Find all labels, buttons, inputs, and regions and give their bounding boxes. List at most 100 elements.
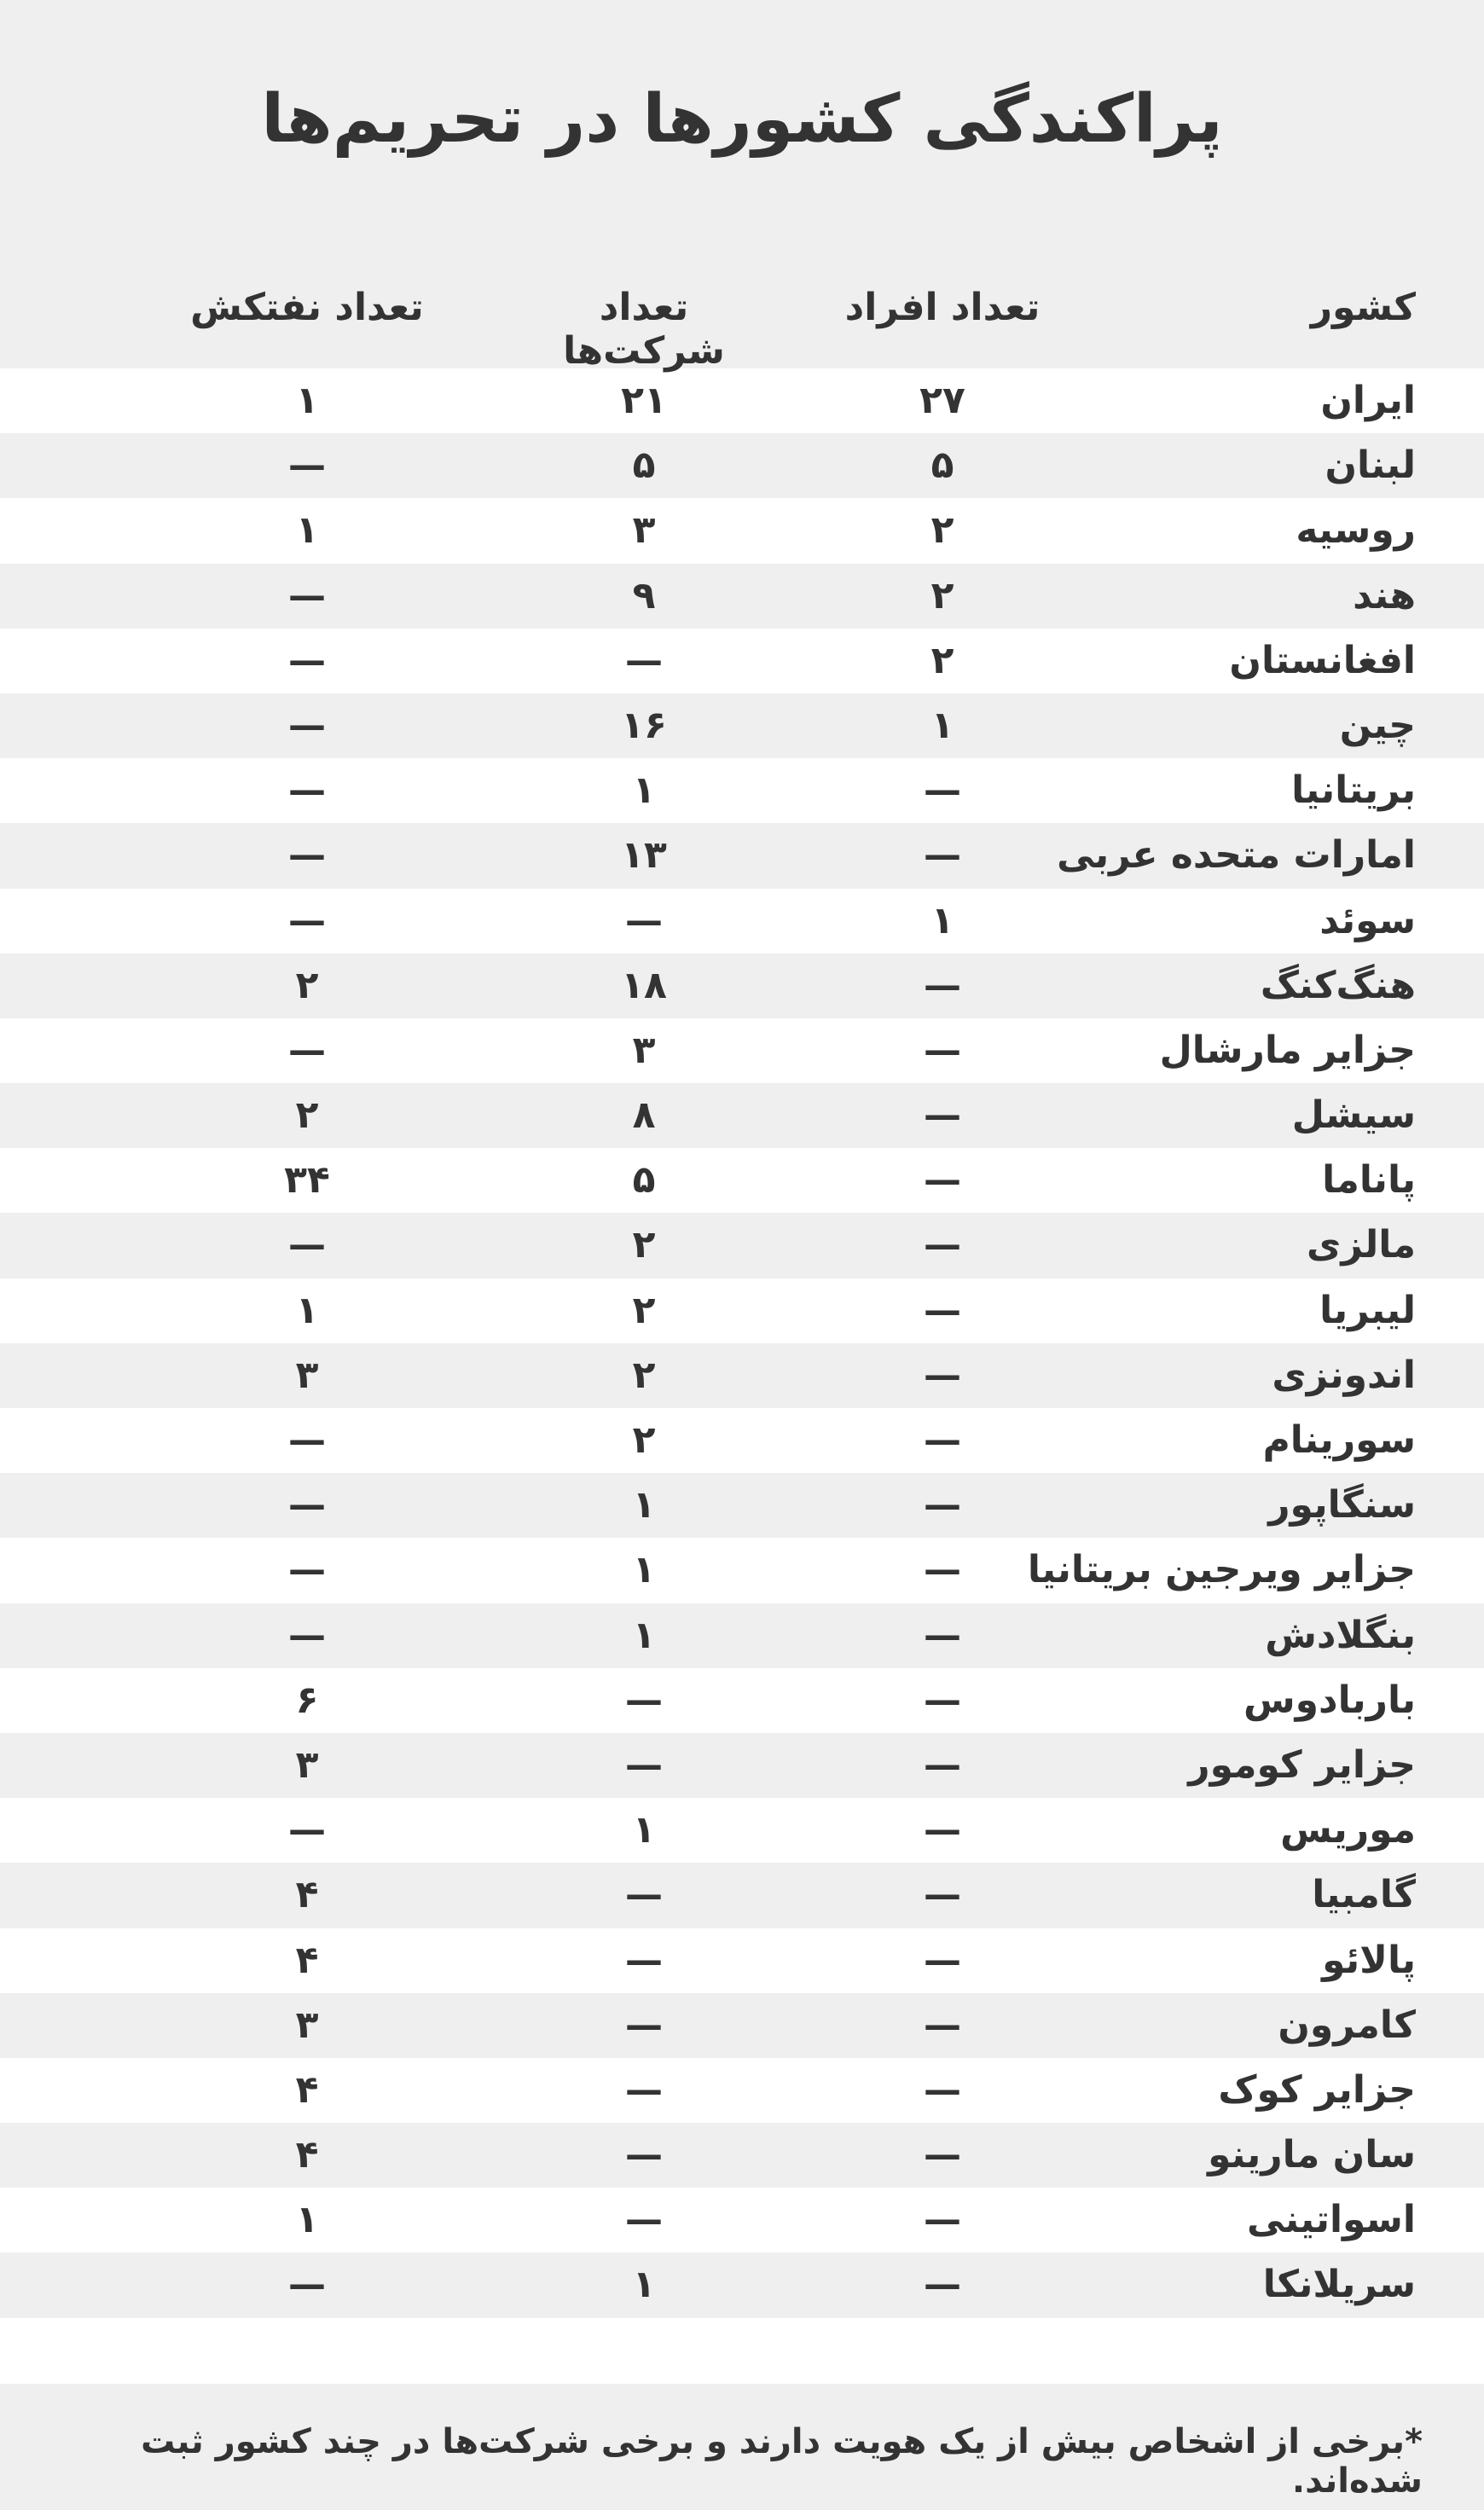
cell-companies: ۱ [632, 1613, 656, 1657]
table-row: گامبیا — — ۴ [0, 1863, 1484, 1928]
cell-persons: — [924, 1678, 961, 1722]
cell-country: سورینام [1262, 1418, 1416, 1462]
cell-companies: ۳ [632, 1028, 656, 1072]
cell-persons: ۱ [930, 703, 954, 747]
cell-persons: — [924, 1808, 961, 1852]
cell-country: مالزی [1307, 1223, 1416, 1267]
cell-persons: — [924, 1938, 961, 1982]
cell-companies: — [625, 1678, 663, 1722]
cell-country: بریتانیا [1291, 768, 1416, 813]
cell-persons: — [924, 2263, 961, 2307]
cell-companies: ۱ [632, 768, 656, 813]
cell-companies: ۱ [632, 1548, 656, 1592]
cell-persons: — [924, 1613, 961, 1657]
table-row: سیشل — ۸ ۲ [0, 1083, 1484, 1149]
cell-country: باربادوس [1243, 1678, 1416, 1722]
cell-country: روسیه [1296, 508, 1416, 553]
cell-companies: — [625, 1873, 663, 1917]
cell-country: افغانستان [1229, 638, 1416, 682]
table-row: چین ۱ ۱۶ — [0, 693, 1484, 759]
cell-tankers: ۱ [295, 1288, 319, 1332]
cell-country: سنگاپور [1268, 1483, 1416, 1527]
cell-companies: ۵ [632, 443, 656, 488]
table-row: افغانستان ۲ — — [0, 629, 1484, 693]
cell-tankers: ۲ [295, 1093, 319, 1138]
table-row: جزایر مارشال — ۳ — [0, 1018, 1484, 1083]
cell-persons: — [924, 1742, 961, 1787]
table-row: سنگاپور — ۱ — [0, 1473, 1484, 1539]
cell-companies: ۹ [632, 573, 656, 617]
table-row: جزایر کومور — — ۳ [0, 1732, 1484, 1799]
cell-tankers: — [288, 2263, 326, 2307]
cell-companies: ۵ [632, 1158, 656, 1203]
cell-country: موریس [1280, 1808, 1416, 1852]
table-row: جزایر کوک — — ۴ [0, 2058, 1484, 2123]
cell-persons: ۲۷ [919, 379, 965, 422]
cell-country: گامبیا [1312, 1873, 1416, 1917]
cell-country: جزایر مارشال [1159, 1028, 1416, 1072]
cell-tankers: — [288, 768, 326, 813]
cell-country: سیشل [1291, 1093, 1416, 1138]
cell-persons: ۲ [930, 573, 954, 617]
cell-country: لبنان [1325, 443, 1416, 488]
cell-tankers: — [288, 573, 326, 617]
table-row: امارات متحده عربی — ۱۳ — [0, 823, 1484, 889]
table-row: هند ۲ ۹ — [0, 563, 1484, 629]
cell-tankers: ۳۴ [284, 1158, 330, 1203]
cell-country: هنگ‌کنگ [1260, 963, 1416, 1007]
cell-country: لیبریا [1319, 1288, 1416, 1332]
cell-tankers: — [288, 703, 326, 747]
cell-companies: — [625, 898, 663, 942]
cell-tankers: — [288, 1028, 326, 1072]
cell-persons: — [924, 1093, 961, 1138]
cell-persons: — [924, 833, 961, 878]
cell-companies: ۱۳ [621, 833, 667, 878]
table-row: کامرون — — ۳ [0, 1992, 1484, 2058]
cell-companies: ۲ [632, 1418, 656, 1462]
cell-persons: — [924, 1158, 961, 1203]
cell-persons: — [924, 2067, 961, 2112]
cell-country: بنگلادش [1265, 1613, 1416, 1657]
page-title: پراکندگی کشورها در تحریم‌ها [261, 81, 1223, 158]
cell-companies: — [625, 638, 663, 682]
cell-persons: — [924, 2198, 961, 2242]
cell-country: جزایر کومور [1188, 1742, 1416, 1787]
cell-companies: — [625, 2003, 663, 2047]
cell-country: پاناما [1322, 1158, 1416, 1203]
cell-country: اسواتینی [1247, 2198, 1416, 2242]
cell-country: سوئد [1319, 898, 1416, 942]
cell-country: ایران [1320, 379, 1416, 422]
cell-country: امارات متحده عربی [1057, 833, 1416, 878]
cell-tankers: ۳ [295, 1742, 319, 1787]
table-row: موریس — ۱ — [0, 1798, 1484, 1863]
cell-tankers: ۱ [295, 508, 319, 553]
footnote: *برخی از اشخاص بیش از یک هویت دارند و بر… [141, 2422, 1423, 2501]
cell-tankers: ۴ [295, 2133, 319, 2177]
cell-tankers: — [288, 1223, 326, 1267]
cell-country: اندونزی [1272, 1353, 1416, 1397]
cell-tankers: ۲ [295, 963, 319, 1007]
cell-country: سریلانکا [1262, 2263, 1416, 2307]
cell-tankers: — [288, 443, 326, 488]
cell-country: چین [1339, 703, 1416, 747]
cell-tankers: — [288, 898, 326, 942]
cell-companies: ۲ [632, 1288, 656, 1332]
cell-companies: — [625, 2133, 663, 2177]
cell-companies: ۱ [632, 1808, 656, 1852]
table-row: لیبریا — ۲ ۱ [0, 1278, 1484, 1343]
table-row: روسیه ۲ ۳ ۱ [0, 498, 1484, 563]
cell-tankers: — [288, 1613, 326, 1657]
table-row: بریتانیا — ۱ — [0, 758, 1484, 823]
table-row: سریلانکا — ۱ — [0, 2252, 1484, 2318]
cell-persons: ۲ [930, 638, 954, 682]
cell-tankers: — [288, 1418, 326, 1462]
table-row: ایران ۲۷ ۲۱ ۱ [0, 368, 1484, 433]
cell-tankers: ۱ [295, 2198, 319, 2242]
cell-country: جزایر ویرجین بریتانیا [1027, 1548, 1416, 1592]
cell-companies: — [625, 2067, 663, 2112]
cell-persons: ۵ [930, 443, 954, 488]
table-row: لبنان ۵ ۵ — [0, 433, 1484, 499]
cell-companies: ۱ [632, 1483, 656, 1527]
cell-tankers: ۳ [295, 2003, 319, 2047]
cell-tankers: ۱ [295, 379, 319, 422]
